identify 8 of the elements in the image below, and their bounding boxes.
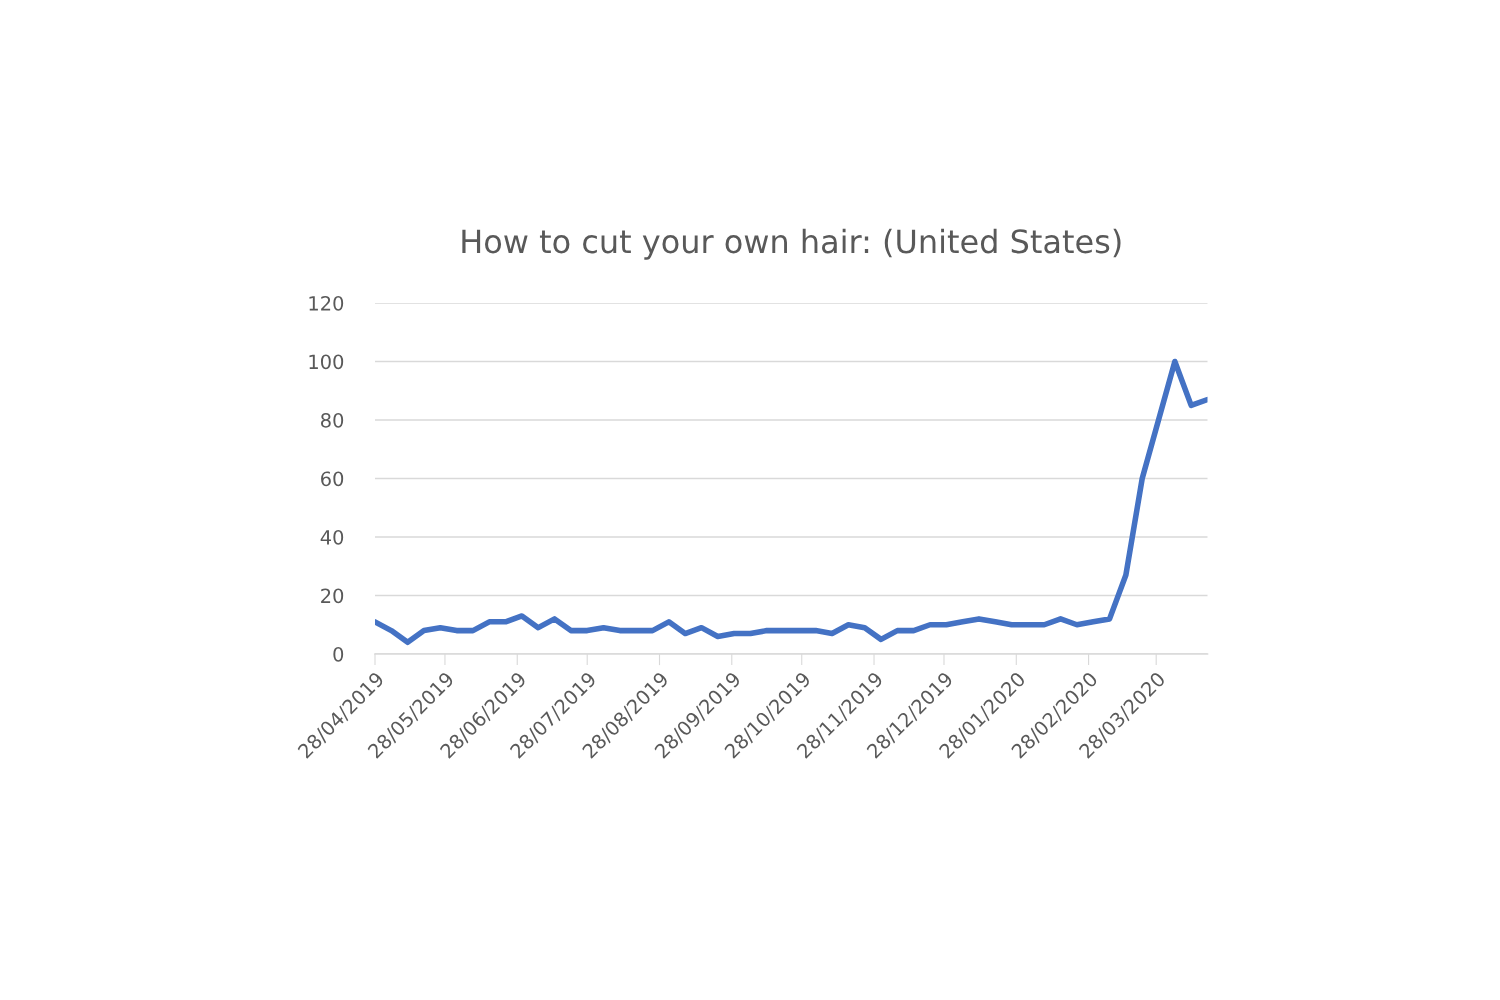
y-tick-label: 120 <box>309 295 344 311</box>
y-tick-label: 60 <box>321 471 344 487</box>
chart-title: How to cut your own hair: (United States) <box>462 228 1121 260</box>
y-tick-label: 40 <box>320 529 344 545</box>
y-tick-label: 0 <box>333 646 344 662</box>
y-tick-label: 80 <box>321 412 344 428</box>
y-tick-label: 20 <box>321 588 344 604</box>
y-tick-label: 100 <box>309 354 344 370</box>
